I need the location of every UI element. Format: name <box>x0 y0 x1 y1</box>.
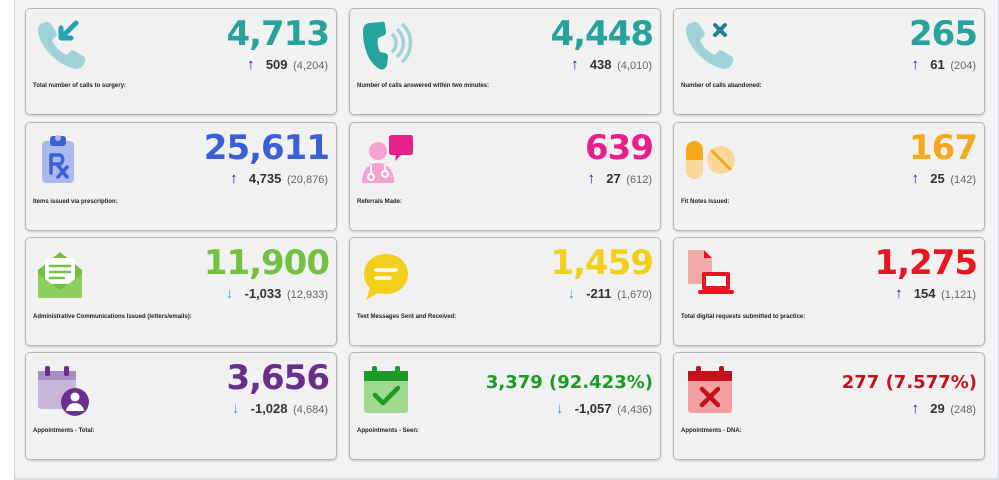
arrow-up-icon: ↑ <box>911 56 919 73</box>
metric-change: ↑ 27 (612) <box>584 170 652 187</box>
metric-value: 1,275 <box>874 243 978 283</box>
metric-delta: -1,057 <box>574 401 612 416</box>
metric-delta: -211 <box>586 286 612 301</box>
prescription-clipboard-icon <box>34 131 90 187</box>
card-digital-requests: 1,275 ↑ 154 (1,121) Total digital request… <box>673 237 985 346</box>
metric-label: Total digital requests submitted to prac… <box>681 314 806 320</box>
metric-change: ↑ 154 (1,121) <box>892 285 976 302</box>
arrow-up-icon: ↑ <box>895 285 903 302</box>
card-appointments-total: 3,656 ↓ -1,028 (4,684) Appointments - Tot… <box>25 352 337 460</box>
calendar-cross-icon <box>682 361 738 417</box>
metric-change: ↓ -1,057 (4,436) <box>553 400 652 417</box>
arrow-down-icon: ↓ <box>567 285 575 302</box>
card-appointments-seen: 3,379 (92.423%) ↓ -1,057 (4,436) Appointm… <box>349 352 661 460</box>
card-admin-comms: 11,900 ↓ -1,033 (12,933) Administrative C… <box>25 237 337 346</box>
chat-bubble-icon <box>358 246 414 302</box>
metric-label: Number of calls answered within two minu… <box>357 83 490 89</box>
calendar-person-icon <box>34 361 90 417</box>
card-appointments-dna: 277 (7.577%) ↑ 29 (248) Appointments - DN… <box>673 352 985 460</box>
card-fit-notes: 167 ↑ 25 (142) Fit Notes Issued: <box>673 122 985 231</box>
metric-change: ↑ 4,735 (20,876) <box>227 170 328 187</box>
metric-previous: (612) <box>626 174 652 186</box>
card-text-messages: 1,459 ↓ -211 (1,670) Text Messages Sent a… <box>349 237 661 346</box>
phone-missed-icon <box>682 17 738 73</box>
metric-previous: (248) <box>950 404 976 416</box>
metric-value: 639 <box>585 128 654 168</box>
pills-icon <box>682 131 738 187</box>
metric-previous: (4,684) <box>293 404 328 416</box>
metric-value: 3,656 <box>226 358 330 398</box>
metric-change: ↓ -1,033 (12,933) <box>223 285 328 302</box>
metric-value: 1,459 <box>550 243 654 283</box>
metric-previous: (1,670) <box>617 289 652 301</box>
card-calls-answered: 4,448 ↑ 438 (4,010) Number of calls answe… <box>349 8 661 115</box>
metric-label: Number of calls abandoned: <box>681 83 762 89</box>
phone-ringing-icon <box>358 17 414 73</box>
metric-change: ↑ 438 (4,010) <box>568 56 652 73</box>
metric-previous: (4,204) <box>293 60 328 72</box>
card-calls-total: 4,713 ↑ 509 (4,204) Total number of calls… <box>25 8 337 115</box>
metric-delta: 4,735 <box>248 171 282 186</box>
metric-value: 167 <box>909 128 978 168</box>
arrow-up-icon: ↑ <box>571 56 579 73</box>
metric-previous: (142) <box>950 174 976 186</box>
metric-delta: 438 <box>589 57 612 72</box>
doctor-referral-icon <box>358 131 414 187</box>
card-prescriptions: 25,611 ↑ 4,735 (20,876) Items issued via … <box>25 122 337 231</box>
arrow-up-icon: ↑ <box>247 56 255 73</box>
metric-label: Referrals Made: <box>357 199 403 205</box>
card-referrals: 639 ↑ 27 (612) Referrals Made: <box>349 122 661 231</box>
metric-label: Appointments - Seen: <box>357 428 420 434</box>
metric-previous: (20,876) <box>287 174 328 186</box>
metric-label: Total number of calls to surgery: <box>33 83 126 89</box>
metric-delta: 154 <box>913 286 936 301</box>
arrow-up-icon: ↑ <box>911 170 919 187</box>
phone-incoming-icon <box>34 17 90 73</box>
metric-previous: (204) <box>950 60 976 72</box>
metric-label: Fit Notes Issued: <box>681 199 730 205</box>
metric-delta: 61 <box>930 57 945 72</box>
metric-change: ↓ -1,028 (4,684) <box>229 400 328 417</box>
arrow-down-icon: ↓ <box>555 400 564 417</box>
metric-label: Text Messages Sent and Received: <box>357 314 457 320</box>
envelope-letter-icon <box>34 246 90 302</box>
metric-value: 3,379 (92.423%) <box>485 372 653 393</box>
metric-change: ↑ 29 (248) <box>908 400 976 417</box>
arrow-down-icon: ↓ <box>231 400 240 417</box>
panel-bottom-border <box>15 478 998 480</box>
metric-delta: 27 <box>606 171 621 186</box>
metric-delta: 29 <box>930 401 945 416</box>
arrow-up-icon: ↑ <box>230 170 238 187</box>
metric-delta: 25 <box>930 171 945 186</box>
arrow-up-icon: ↑ <box>911 400 919 417</box>
metric-value: 4,448 <box>550 14 654 54</box>
metric-label: Appointments - DNA: <box>681 428 742 434</box>
metric-value: 4,713 <box>226 14 330 54</box>
laptop-document-icon <box>682 246 738 302</box>
metric-previous: (4,010) <box>617 60 652 72</box>
arrow-down-icon: ↓ <box>225 285 234 302</box>
metric-label: Administrative Communications Issued (le… <box>33 314 192 320</box>
metric-label: Items issued via prescription: <box>33 199 118 205</box>
metric-previous: (4,436) <box>617 404 652 416</box>
metric-value: 25,611 <box>203 128 330 168</box>
metric-change: ↓ -211 (1,670) <box>564 285 652 302</box>
metric-previous: (1,121) <box>941 289 976 301</box>
metric-delta: -1,028 <box>250 401 288 416</box>
calendar-check-icon <box>358 361 414 417</box>
metric-change: ↑ 25 (142) <box>908 170 976 187</box>
metric-previous: (12,933) <box>287 289 328 301</box>
card-calls-abandoned: 265 ↑ 61 (204) Number of calls abandoned: <box>673 8 985 115</box>
metric-value: 277 (7.577%) <box>841 372 977 393</box>
metric-label: Appointments - Total: <box>33 428 95 434</box>
metric-value: 11,900 <box>203 243 330 283</box>
metric-value: 265 <box>909 14 978 54</box>
metric-change: ↑ 61 (204) <box>908 56 976 73</box>
metric-delta: 509 <box>265 57 288 72</box>
metric-change: ↑ 509 (4,204) <box>244 56 328 73</box>
metric-delta: -1,033 <box>244 286 282 301</box>
arrow-up-icon: ↑ <box>587 170 595 187</box>
